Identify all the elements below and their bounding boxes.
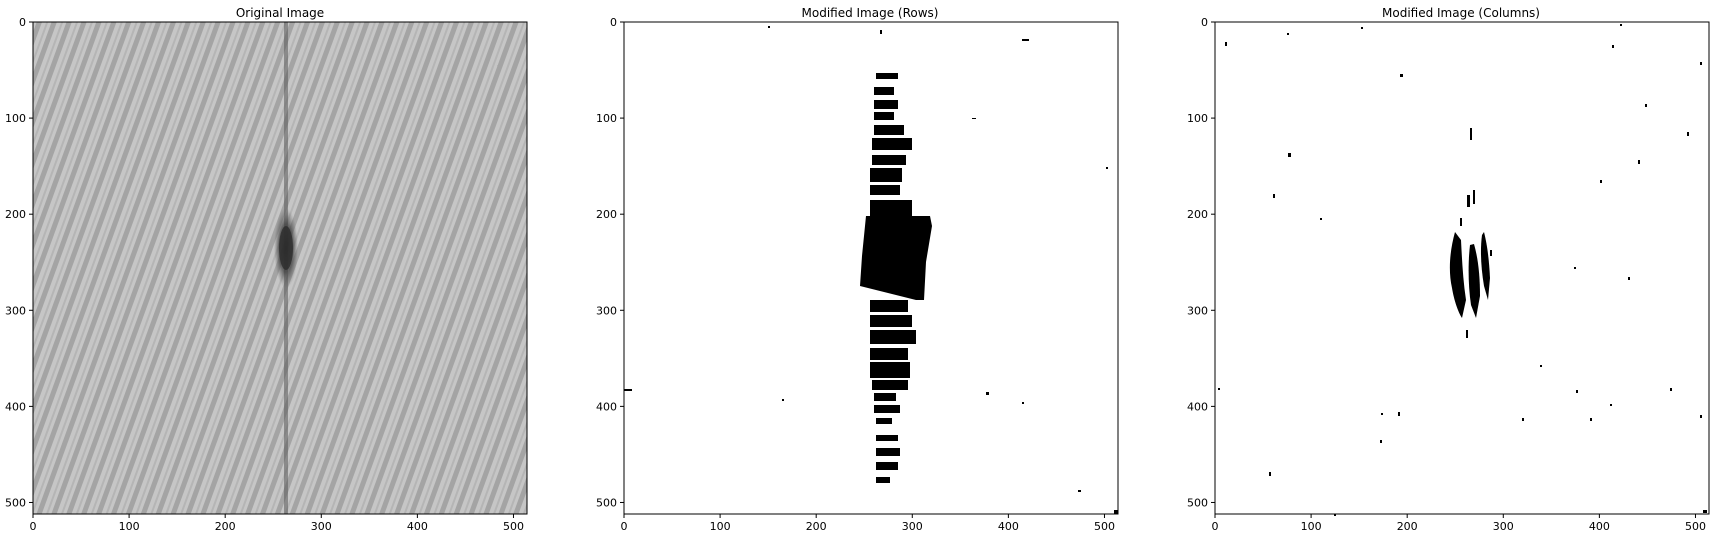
x-tick-label: 0 <box>30 520 37 533</box>
axes-frame-columns <box>1214 21 1710 515</box>
x-tick-label: 100 <box>710 520 731 533</box>
y-tick-label: 500 <box>5 496 26 509</box>
axes-frame-original <box>32 21 528 515</box>
y-tick-label: 0 <box>1201 16 1208 29</box>
y-tick-label: 100 <box>596 112 617 125</box>
y-tick-label: 300 <box>5 304 26 317</box>
x-tick-label: 300 <box>1493 520 1514 533</box>
x-tick-label: 500 <box>1094 520 1115 533</box>
x-tick-label: 200 <box>806 520 827 533</box>
y-tick-label: 300 <box>596 304 617 317</box>
x-tick-label: 500 <box>1685 520 1706 533</box>
y-tick-label: 300 <box>1187 304 1208 317</box>
y-tick-label: 100 <box>1187 112 1208 125</box>
y-tick-label: 400 <box>5 400 26 413</box>
x-tick-label: 0 <box>621 520 628 533</box>
x-tick-label: 500 <box>503 520 524 533</box>
fabric-image <box>33 22 527 514</box>
x-tick-label: 0 <box>1212 520 1219 533</box>
panel-title-original: Original Image <box>236 6 324 20</box>
y-tick-label: 500 <box>1187 496 1208 509</box>
axis-ticks-columns: 0 100 200 300 400 500 0 100 200 300 400 500 <box>1187 16 1706 533</box>
x-tick-label: 300 <box>902 520 923 533</box>
columns-mask <box>1218 24 1707 516</box>
panel-original: Original Image 0 100 200 300 400 500 0 100 200 30… <box>5 6 528 533</box>
y-tick-label: 400 <box>596 400 617 413</box>
y-tick-label: 200 <box>5 208 26 221</box>
x-tick-label: 400 <box>407 520 428 533</box>
x-tick-label: 100 <box>1301 520 1322 533</box>
y-tick-label: 500 <box>596 496 617 509</box>
y-tick-label: 200 <box>596 208 617 221</box>
x-tick-label: 100 <box>119 520 140 533</box>
y-tick-label: 100 <box>5 112 26 125</box>
y-tick-label: 200 <box>1187 208 1208 221</box>
axis-ticks-original: 0 100 200 300 400 500 0 100 200 300 400 500 <box>5 16 524 533</box>
x-tick-label: 200 <box>215 520 236 533</box>
axis-ticks-rows: 0 100 200 300 400 500 0 100 200 300 400 500 <box>596 16 1115 533</box>
x-tick-label: 200 <box>1397 520 1418 533</box>
panel-title-rows: Modified Image (Rows) <box>802 6 939 20</box>
x-tick-label: 400 <box>998 520 1019 533</box>
rows-mask <box>624 26 1118 514</box>
x-tick-label: 400 <box>1589 520 1610 533</box>
panel-rows: Modified Image (Rows) <box>596 6 1119 533</box>
y-tick-label: 0 <box>610 16 617 29</box>
x-tick-label: 300 <box>311 520 332 533</box>
panel-columns: Modified Image (Columns) <box>1187 6 1710 533</box>
y-tick-label: 400 <box>1187 400 1208 413</box>
panel-title-columns: Modified Image (Columns) <box>1382 6 1540 20</box>
axes-frame-rows <box>623 21 1119 515</box>
y-tick-label: 0 <box>19 16 26 29</box>
